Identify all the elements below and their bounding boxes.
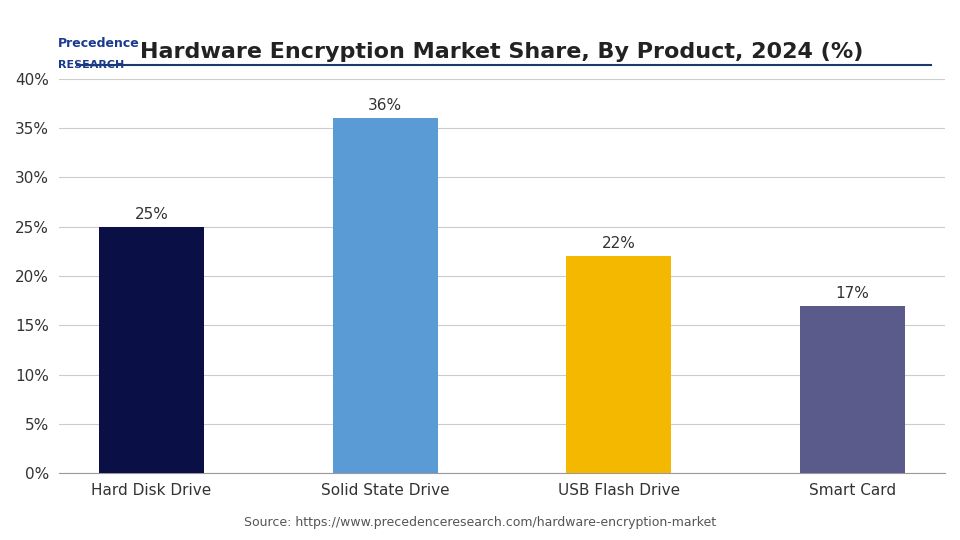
Bar [566, 256, 671, 473]
Text: RESEARCH: RESEARCH [58, 60, 124, 70]
Text: Precedence: Precedence [58, 37, 139, 50]
Text: 17%: 17% [835, 286, 869, 301]
Text: 25%: 25% [134, 207, 169, 222]
Title: Hardware Encryption Market Share, By Product, 2024 (%): Hardware Encryption Market Share, By Pro… [140, 42, 864, 62]
Text: 22%: 22% [602, 237, 636, 252]
Bar [332, 118, 438, 473]
Text: 36%: 36% [368, 98, 402, 113]
Text: Source: https://www.precedenceresearch.com/hardware-encryption-market: Source: https://www.precedenceresearch.c… [244, 516, 716, 529]
Bar [99, 227, 204, 473]
Bar [800, 306, 904, 473]
